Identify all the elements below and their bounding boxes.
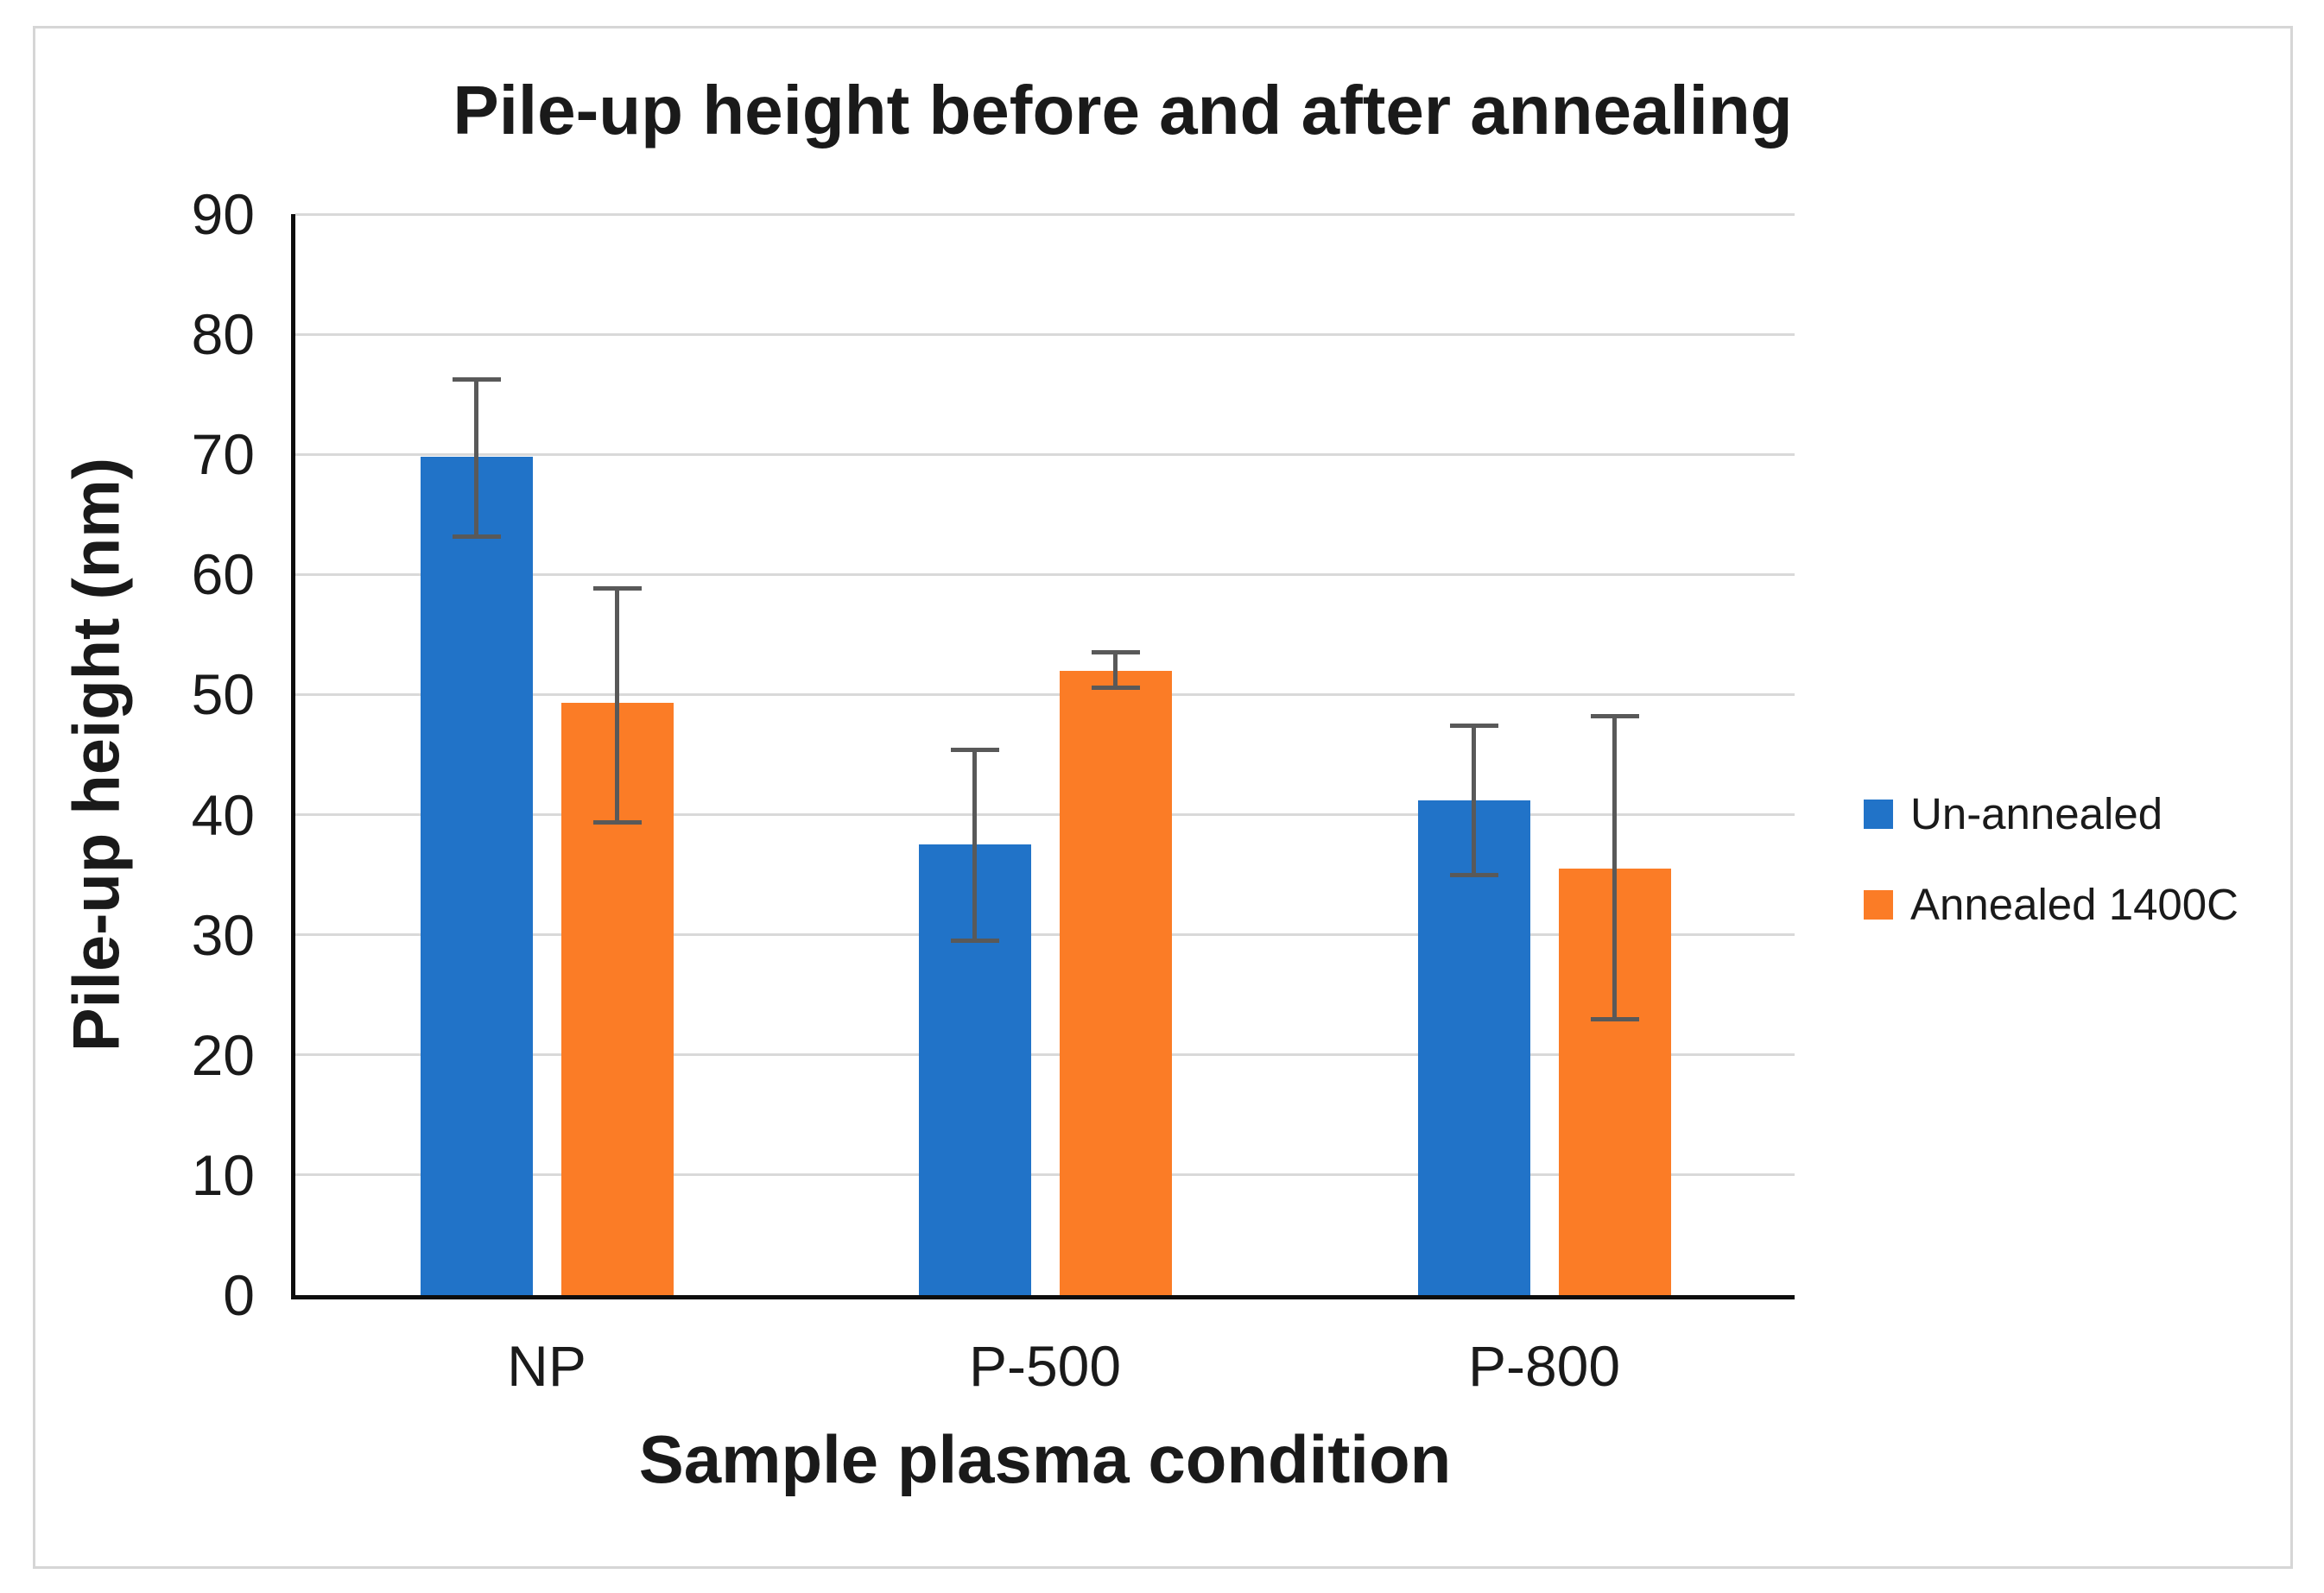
legend-label-annealed: Annealed 1400C — [1910, 880, 2239, 929]
y-axis-line — [291, 214, 295, 1299]
y-tick-label-50: 50 — [191, 662, 255, 727]
error-bar-cap-top — [592, 586, 642, 591]
gridline-y-70 — [295, 452, 1795, 456]
legend-item-unannealed: Un-annealed — [1864, 789, 2239, 838]
legend-label-unannealed: Un-annealed — [1910, 789, 2163, 838]
error-bar-cap-top — [1590, 713, 1639, 718]
error-bar — [1113, 649, 1118, 690]
error-bar-cap-bottom — [1091, 685, 1140, 690]
y-tick-label-70: 70 — [191, 422, 255, 487]
gridline-y-30 — [295, 933, 1795, 937]
figure-border — [33, 26, 2293, 1569]
gridline-y-90 — [295, 212, 1795, 216]
y-tick-label-80: 80 — [191, 302, 255, 367]
y-tick-label-60: 60 — [191, 542, 255, 607]
error-bar-cap-bottom — [452, 534, 501, 539]
error-bar-cap-bottom — [1449, 872, 1498, 877]
gridline-y-20 — [295, 1053, 1795, 1057]
gridline-y-10 — [295, 1173, 1795, 1177]
y-tick-label-30: 30 — [191, 902, 255, 967]
x-tick-label-p-500: P-500 — [968, 1334, 1122, 1398]
x-axis-title: Sample plasma condition — [638, 1421, 1452, 1497]
error-bar-cap-top — [1449, 723, 1498, 728]
x-tick-label-p-800: P-800 — [1467, 1334, 1621, 1398]
error-bar-cap-top — [452, 377, 501, 382]
error-bar — [474, 377, 478, 539]
gridline-y-50 — [295, 692, 1795, 696]
y-tick-label-10: 10 — [191, 1142, 255, 1207]
error-bar-cap-top — [950, 747, 999, 752]
y-tick-label-0: 0 — [223, 1263, 255, 1327]
x-axis-line — [291, 1295, 1795, 1299]
y-tick-label-40: 40 — [191, 782, 255, 847]
y-tick-label-20: 20 — [191, 1022, 255, 1087]
error-bar-cap-bottom — [1590, 1016, 1639, 1021]
error-bar-cap-top — [1091, 649, 1140, 654]
error-bar — [615, 586, 619, 825]
legend-swatch-annealed — [1864, 889, 1893, 920]
bar-annealed-1400c-p-500 — [1059, 670, 1172, 1295]
error-bar — [1612, 713, 1617, 1021]
error-bar-cap-bottom — [592, 819, 642, 825]
gridline-y-60 — [295, 572, 1795, 576]
x-tick-label-np: NP — [507, 1334, 586, 1398]
legend-item-annealed: Annealed 1400C — [1864, 880, 2239, 929]
y-tick-label-90: 90 — [191, 182, 255, 246]
bar-un-annealed-p-800 — [1417, 800, 1530, 1295]
bar-un-annealed-np — [420, 457, 533, 1295]
error-bar — [1472, 723, 1476, 877]
legend: Un-annealed Annealed 1400C — [1864, 789, 2239, 971]
error-bar-cap-bottom — [950, 939, 999, 944]
error-bar — [972, 747, 977, 944]
chart-title: Pile-up height before and after annealin… — [453, 72, 1793, 149]
legend-swatch-unannealed — [1864, 799, 1893, 829]
gridline-y-80 — [295, 332, 1795, 336]
gridline-y-40 — [295, 813, 1795, 817]
